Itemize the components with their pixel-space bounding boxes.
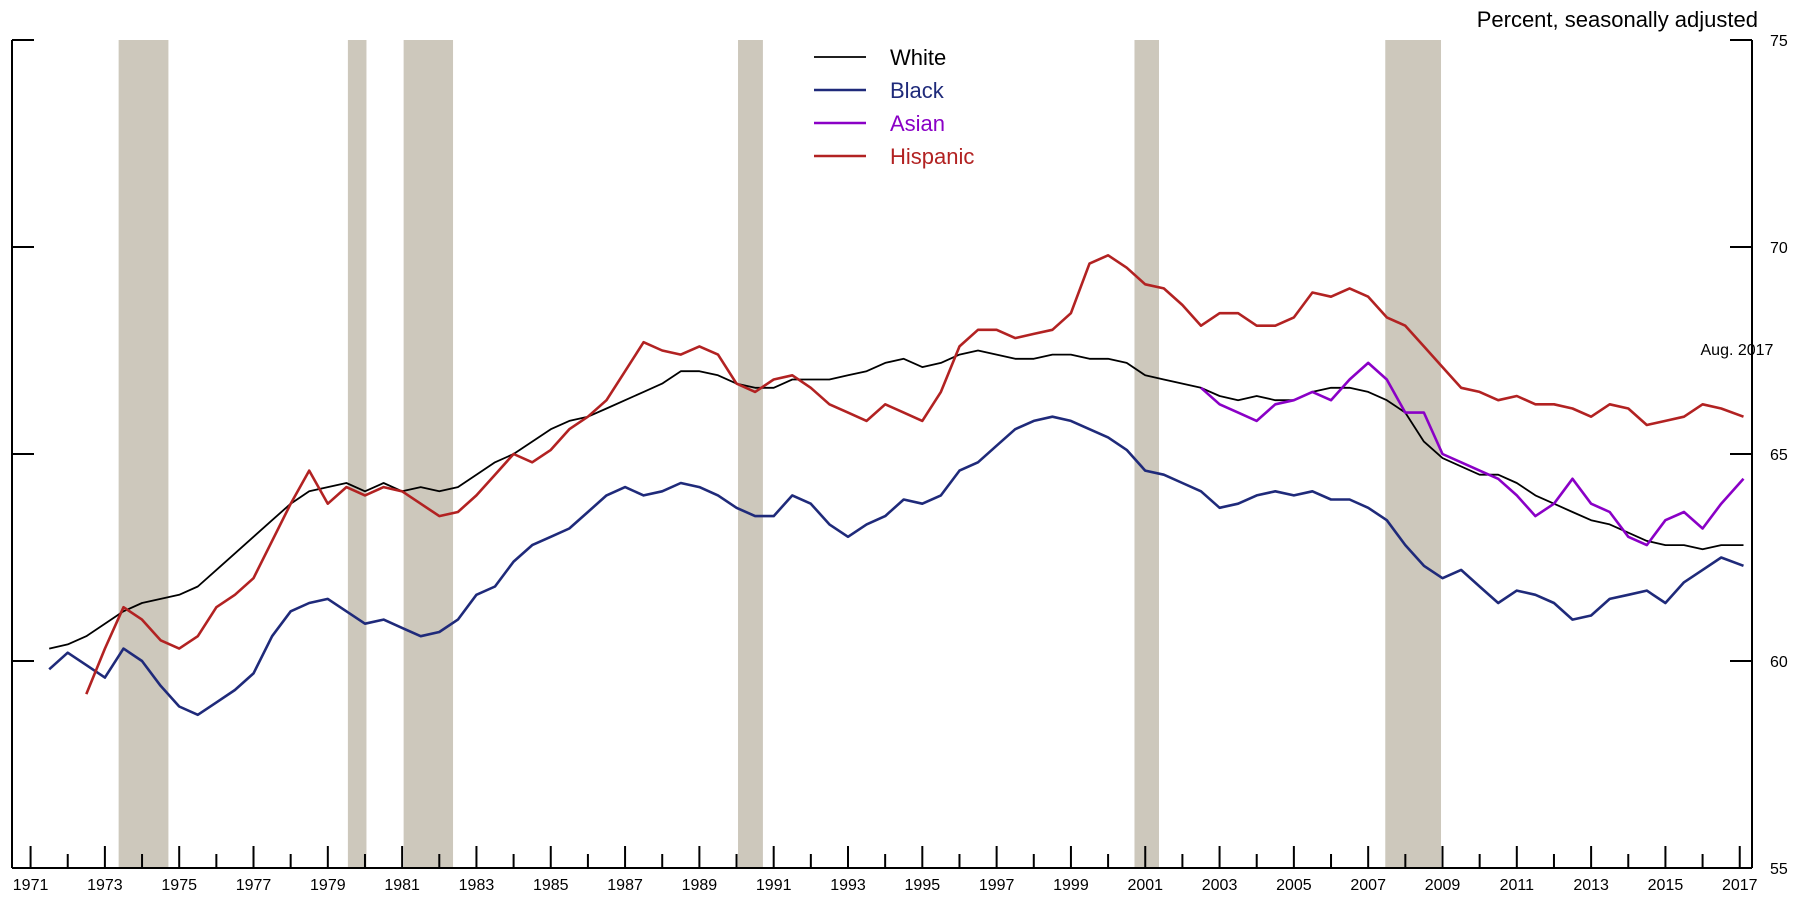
series-line-black	[48, 415, 1744, 717]
recession-band-4	[738, 40, 763, 868]
x-tick-label-1985: 1985	[533, 877, 569, 894]
x-tick-label-1989: 1989	[682, 877, 718, 894]
x-tick-label-1999: 1999	[1053, 877, 1089, 894]
x-tick-label-1983: 1983	[459, 877, 495, 894]
recession-band-6	[1385, 40, 1442, 868]
y-tick-label-60: 60	[1770, 654, 1788, 671]
recession-band-1	[118, 40, 169, 868]
y-tick-label-65: 65	[1770, 447, 1788, 464]
legend: White Black Asian Hispanic	[814, 45, 974, 169]
legend-label-hispanic: Hispanic	[890, 144, 974, 169]
x-tick-label-2015: 2015	[1648, 877, 1684, 894]
x-tick-label-1997: 1997	[979, 877, 1015, 894]
x-tick-label-1981: 1981	[384, 877, 420, 894]
legend-label-asian: Asian	[890, 111, 945, 136]
x-tick-label-1973: 1973	[87, 877, 123, 894]
x-tick-label-1977: 1977	[236, 877, 272, 894]
y-tick-label-70: 70	[1770, 240, 1788, 257]
series-line-white	[49, 349, 1744, 650]
x-tick-label-1971: 1971	[13, 877, 49, 894]
legend-label-white: White	[890, 45, 946, 70]
x-tick-label-2003: 2003	[1202, 877, 1238, 894]
x-tick-label-2013: 2013	[1573, 877, 1609, 894]
x-tick-label-1987: 1987	[607, 877, 643, 894]
x-tick-label-1991: 1991	[756, 877, 792, 894]
y-tick-label-75: 75	[1770, 33, 1788, 50]
x-tick-label-2009: 2009	[1425, 877, 1461, 894]
series-lines	[48, 254, 1745, 717]
x-tick-label-2005: 2005	[1276, 877, 1312, 894]
recession-band-2	[347, 40, 367, 868]
legend-label-black: Black	[890, 78, 945, 103]
x-tick-label-1993: 1993	[830, 877, 866, 894]
x-tick-label-1979: 1979	[310, 877, 346, 894]
x-tick-label-2017: 2017	[1722, 877, 1758, 894]
recession-band-3	[403, 40, 454, 868]
last-observation-annotation: Aug. 2017	[1701, 342, 1774, 359]
recession-band-5	[1134, 40, 1159, 868]
recession-bands	[118, 40, 1442, 868]
series-line-asian	[1200, 361, 1745, 547]
x-tick-label-1975: 1975	[161, 877, 197, 894]
y-axis-unit-label: Percent, seasonally adjusted	[1477, 7, 1758, 32]
series-line-hispanic	[85, 254, 1744, 695]
x-tick-label-2011: 2011	[1500, 877, 1535, 894]
x-tick-label-2007: 2007	[1350, 877, 1386, 894]
x-tick-label-2001: 2001	[1127, 877, 1163, 894]
axes: 55 60 65 70 75 1971 1973 1975 1977 1979 1981 1983 19…	[11, 33, 1788, 894]
x-tick-label-1995: 1995	[905, 877, 941, 894]
y-tick-label-55: 55	[1770, 861, 1788, 878]
